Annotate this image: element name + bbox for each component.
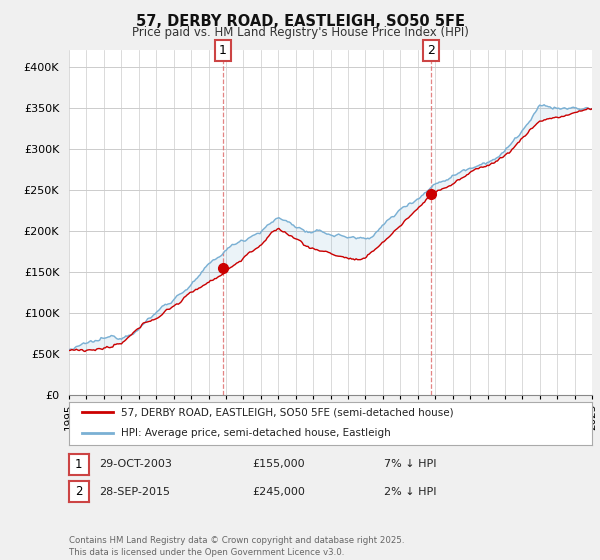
Text: 1: 1: [219, 44, 227, 57]
Text: HPI: Average price, semi-detached house, Eastleigh: HPI: Average price, semi-detached house,…: [121, 428, 391, 438]
Text: Contains HM Land Registry data © Crown copyright and database right 2025.
This d: Contains HM Land Registry data © Crown c…: [69, 536, 404, 557]
Text: 57, DERBY ROAD, EASTLEIGH, SO50 5FE: 57, DERBY ROAD, EASTLEIGH, SO50 5FE: [136, 14, 464, 29]
Text: 7% ↓ HPI: 7% ↓ HPI: [384, 459, 437, 469]
Text: £155,000: £155,000: [252, 459, 305, 469]
Text: 57, DERBY ROAD, EASTLEIGH, SO50 5FE (semi-detached house): 57, DERBY ROAD, EASTLEIGH, SO50 5FE (sem…: [121, 408, 454, 417]
Text: £245,000: £245,000: [252, 487, 305, 497]
Text: 2% ↓ HPI: 2% ↓ HPI: [384, 487, 437, 497]
Text: Price paid vs. HM Land Registry's House Price Index (HPI): Price paid vs. HM Land Registry's House …: [131, 26, 469, 39]
Text: 2: 2: [427, 44, 435, 57]
Text: 28-SEP-2015: 28-SEP-2015: [99, 487, 170, 497]
Text: 1: 1: [75, 458, 83, 471]
Text: 2: 2: [75, 485, 83, 498]
Text: 29-OCT-2003: 29-OCT-2003: [99, 459, 172, 469]
